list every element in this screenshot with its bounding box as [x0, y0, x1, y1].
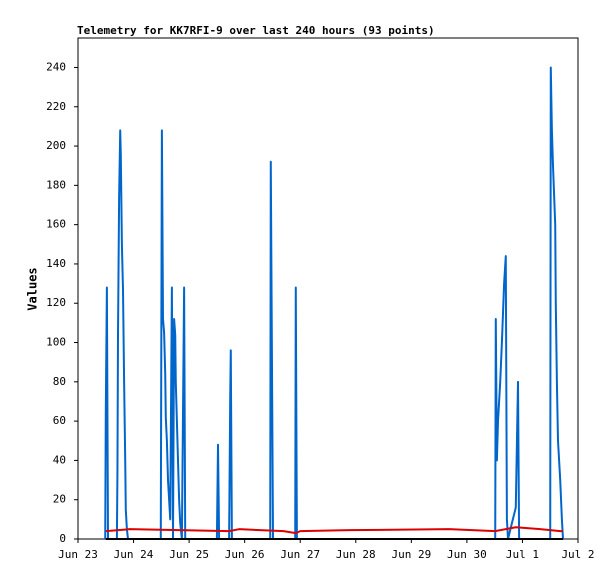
- x-tick-label: Jun 24: [114, 548, 154, 561]
- y-tick-label: 220: [46, 100, 66, 113]
- chart-title: Telemetry for KK7RFI-9 over last 240 hou…: [77, 24, 435, 37]
- x-tick-label: Jun 25: [169, 548, 209, 561]
- x-tick-label: Jun 28: [336, 548, 376, 561]
- y-tick-label: 100: [46, 336, 66, 349]
- x-tick-label: Jun 29: [391, 548, 431, 561]
- x-tick-label: Jun 27: [280, 548, 320, 561]
- y-tick-label: 180: [46, 178, 66, 191]
- y-tick-label: 140: [46, 257, 66, 270]
- y-tick-label: 80: [53, 375, 66, 388]
- y-tick-label: 160: [46, 218, 66, 231]
- y-tick-label: 20: [53, 493, 66, 506]
- x-tick-label: Jun 26: [225, 548, 265, 561]
- y-tick-label: 200: [46, 139, 66, 152]
- y-tick-label: 120: [46, 296, 66, 309]
- y-axis-label: Values: [26, 267, 40, 310]
- x-tick-label: Jul 2: [561, 548, 594, 561]
- y-tick-label: 40: [53, 453, 66, 466]
- y-tick-label: 60: [53, 414, 66, 427]
- x-tick-label: Jul 1: [506, 548, 539, 561]
- y-tick-label: 240: [46, 60, 66, 73]
- series-line: [104, 66, 564, 540]
- series-line: [105, 526, 563, 535]
- x-tick-label: Jun 30: [447, 548, 487, 561]
- x-tick-label: Jun 23: [58, 548, 98, 561]
- y-tick-label: 0: [59, 532, 66, 545]
